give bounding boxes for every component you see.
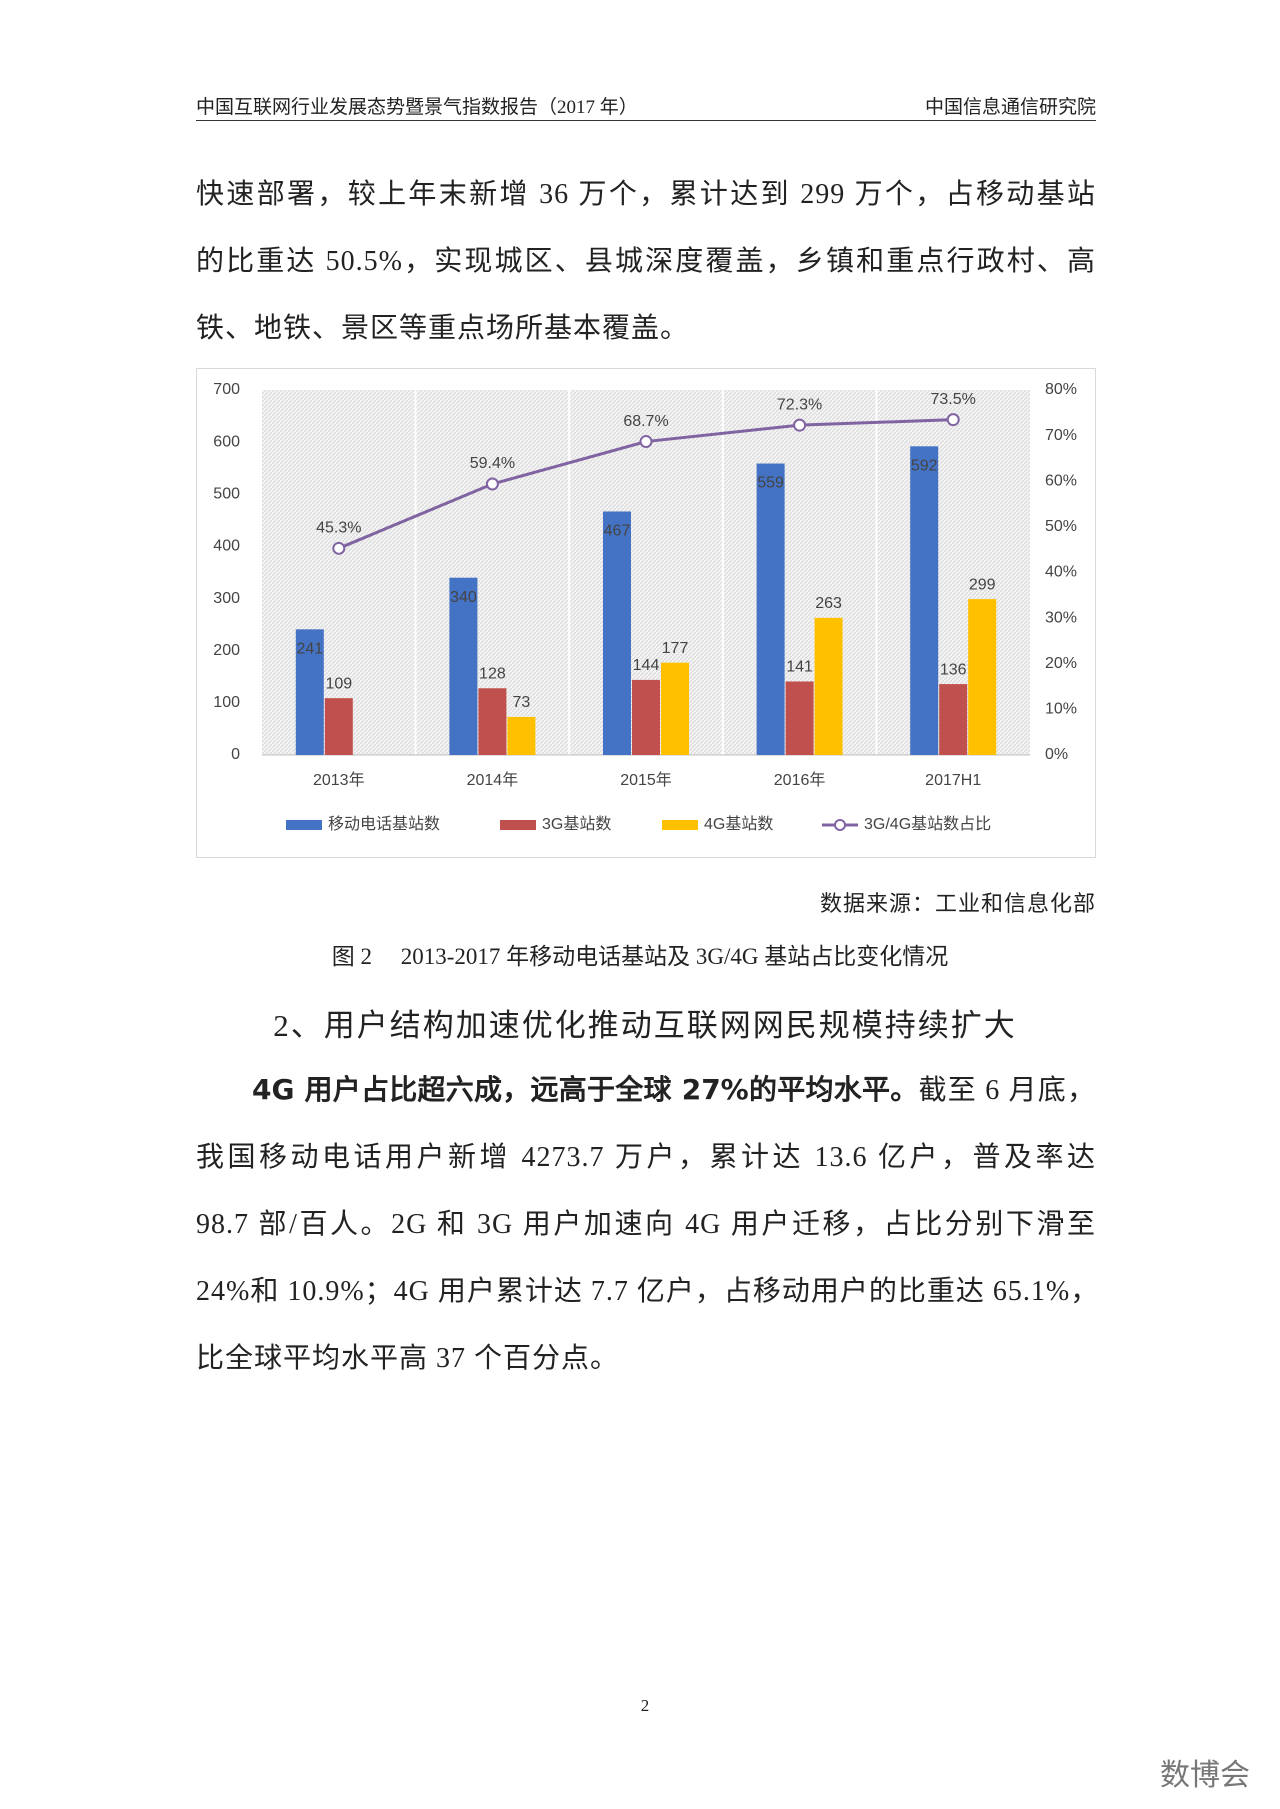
text-line: 的比重达 50.5%，实现城区、县城深度覆盖，乡镇和重点行政村、高 [196, 246, 1096, 277]
y2-tick-label: 0% [1045, 746, 1068, 763]
line-marker [793, 418, 807, 432]
source: 数据来源：工业和信息化部 [819, 891, 1096, 916]
data-label: 592 [911, 458, 938, 475]
y2-tick-label: 30% [1045, 609, 1077, 626]
data-label: 141 [786, 659, 813, 676]
text-line: 4G 用户占比超六成，远高于全球 27%的平均水平。截至 6 月底， [196, 1068, 1096, 1108]
y2-tick-label: 80% [1045, 381, 1077, 398]
bar [785, 681, 814, 755]
watermark: 数博会 [1160, 1758, 1250, 1793]
legend-label: 移动电话基站数 [328, 815, 440, 833]
bar [507, 716, 536, 755]
y-tick-label: 200 [213, 642, 240, 659]
text-line: 快速部署，较上年末新增 36 万个，累计达到 299 万个，占移动基站 [196, 179, 1096, 210]
header-rule [196, 120, 1096, 121]
bar [910, 446, 939, 755]
bar [603, 511, 631, 755]
section-heading: 2、用户结构加速优化推动互联网网民规模持续扩大 [273, 1008, 1017, 1043]
x-tick-label: 2013年 [313, 771, 365, 789]
data-label: 72.3% [777, 396, 822, 413]
data-label: 59.4% [470, 455, 515, 472]
data-label: 263 [815, 595, 842, 612]
data-label: 241 [296, 641, 323, 658]
data-label: 45.3% [316, 520, 361, 537]
legend-swatch [286, 820, 322, 830]
x-tick-label: 2017H1 [925, 772, 981, 789]
bar [968, 599, 997, 755]
bar [449, 577, 478, 755]
text-run: 截至 6 月底， [918, 1075, 1096, 1106]
data-label: 144 [633, 657, 660, 674]
legend-label: 4G基站数 [704, 815, 773, 833]
y-tick-label: 300 [213, 590, 240, 607]
y-tick-label: 700 [213, 381, 240, 398]
y-tick-label: 600 [213, 433, 240, 450]
y2-tick-label: 20% [1045, 655, 1077, 672]
y-tick-label: 100 [213, 694, 240, 711]
x-tick-label: 2014年 [467, 771, 519, 789]
data-label: 68.7% [623, 413, 668, 430]
y2-tick-label: 10% [1045, 701, 1077, 718]
line-marker [946, 413, 960, 427]
legend-swatch [662, 820, 698, 830]
y2-tick-label: 40% [1045, 564, 1077, 581]
bar [295, 629, 324, 755]
data-label: 467 [604, 523, 631, 540]
x-tick-label: 2016年 [774, 771, 826, 789]
text-line: 比全球平均水平高 37 个百分点。 [196, 1343, 620, 1374]
data-label: 136 [940, 661, 967, 678]
legend-swatch [834, 819, 846, 831]
chart: 0 100 200 300 400 500 600 700 0% 10% 20% 30% 40% 50% 6… [196, 368, 1096, 858]
bar [756, 463, 785, 755]
bar [632, 679, 660, 755]
bar [814, 617, 843, 755]
legend-swatch [500, 820, 536, 830]
data-label: 128 [479, 665, 506, 682]
legend-label: 3G/4G基站数占比 [864, 815, 991, 833]
y2-tick-label: 50% [1045, 518, 1077, 535]
y2-tick-label: 60% [1045, 472, 1077, 489]
bar [939, 684, 968, 755]
data-label: 559 [757, 475, 784, 492]
legend-label: 3G基站数 [542, 815, 611, 833]
data-label: 73.5% [931, 391, 976, 408]
y-tick-label: 400 [213, 538, 240, 555]
x-tick-label: 2015年 [620, 771, 672, 789]
bar [478, 688, 507, 755]
text-line: 24%和 10.9%；4G 用户累计达 7.7 亿户，占移动用户的比重达 65.… [196, 1276, 1100, 1307]
data-label: 73 [513, 694, 531, 711]
text-line: 我国移动电话用户新增 4273.7 万户，累计达 13.6 亿户，普及率达 [196, 1142, 1096, 1173]
text-line: 铁、地铁、景区等重点场所基本覆盖。 [196, 313, 690, 344]
page-number: 2 [640, 1696, 650, 1715]
line-marker [485, 477, 499, 491]
y2-tick-label: 70% [1045, 427, 1077, 444]
bar [661, 662, 689, 755]
caption: 图 2 2013-2017 年移动电话基站及 3G/4G 基站占比变化情况 [331, 944, 949, 969]
bar [324, 698, 353, 755]
y-tick-label: 500 [213, 486, 240, 503]
data-label: 299 [969, 576, 996, 593]
text-line: 98.7 部/百人。2G 和 3G 用户加速向 4G 用户迁移，占比分别下滑至 [196, 1209, 1096, 1240]
line-marker [639, 435, 653, 449]
data-label: 109 [325, 675, 352, 692]
lead-text: 4G 用户占比超六成，远高于全球 27%的平均水平。 [252, 1073, 919, 1106]
data-label: 340 [450, 589, 477, 606]
data-label: 177 [662, 640, 689, 657]
header-left: 中国互联网行业发展态势暨景气指数报告（2017 年） [196, 97, 638, 118]
header-right: 中国信息通信研究院 [924, 97, 1096, 118]
line-marker [332, 541, 346, 555]
y-tick-label: 0 [231, 746, 240, 763]
